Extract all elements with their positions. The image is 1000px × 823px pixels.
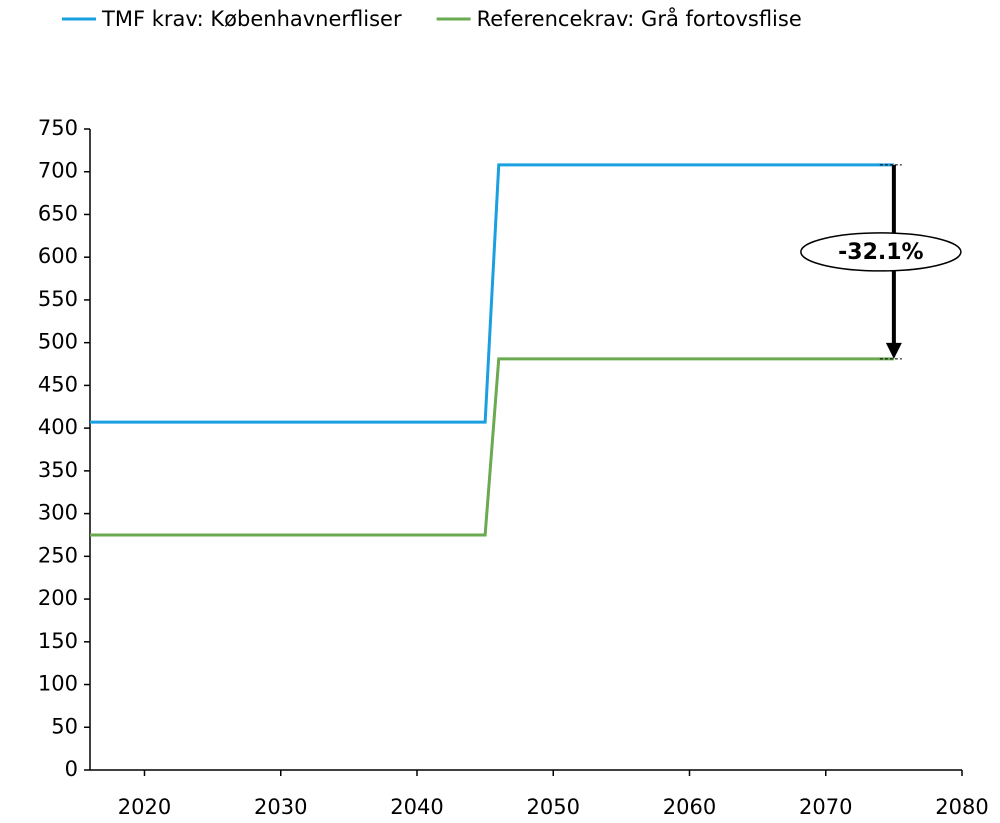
y-tick-label: 450 (38, 372, 78, 396)
x-tick-label: 2020 (118, 795, 171, 819)
legend-label: TMF krav: Københavnerfliser (101, 7, 402, 31)
annotation-label: -32.1% (838, 240, 923, 265)
legend-label: Referencekrav: Grå fortovsflise (477, 6, 802, 31)
y-tick-label: 150 (38, 629, 78, 653)
line (90, 357, 894, 537)
y-tick-label: 200 (38, 586, 78, 610)
x-tick-label: 2040 (390, 795, 443, 819)
y-tick-label: 250 (38, 543, 78, 567)
x-tick-label: 2070 (799, 795, 852, 819)
y-tick-label: 300 (38, 501, 78, 525)
x-tick-label: 2060 (663, 795, 716, 819)
y-tick-label: 350 (38, 458, 78, 482)
y-tick-label: 500 (38, 330, 78, 354)
line (90, 163, 894, 424)
y-tick-label: 100 (38, 672, 78, 696)
x-tick-label: 2080 (935, 795, 988, 819)
annotation-bubble (800, 232, 962, 272)
x-tick-label: 2030 (254, 795, 307, 819)
y-tick-label: 550 (38, 287, 78, 311)
y-tick-label: 50 (51, 714, 78, 738)
y-tick-label: 0 (65, 757, 78, 781)
y-tick-label: 400 (38, 415, 78, 439)
annotation-arrowhead (885, 342, 902, 359)
y-tick-label: 650 (38, 201, 78, 225)
y-tick-label: 600 (38, 244, 78, 268)
x-tick-label: 2050 (527, 795, 580, 819)
y-tick-label: 700 (38, 159, 78, 183)
y-tick-label: 750 (38, 116, 78, 140)
